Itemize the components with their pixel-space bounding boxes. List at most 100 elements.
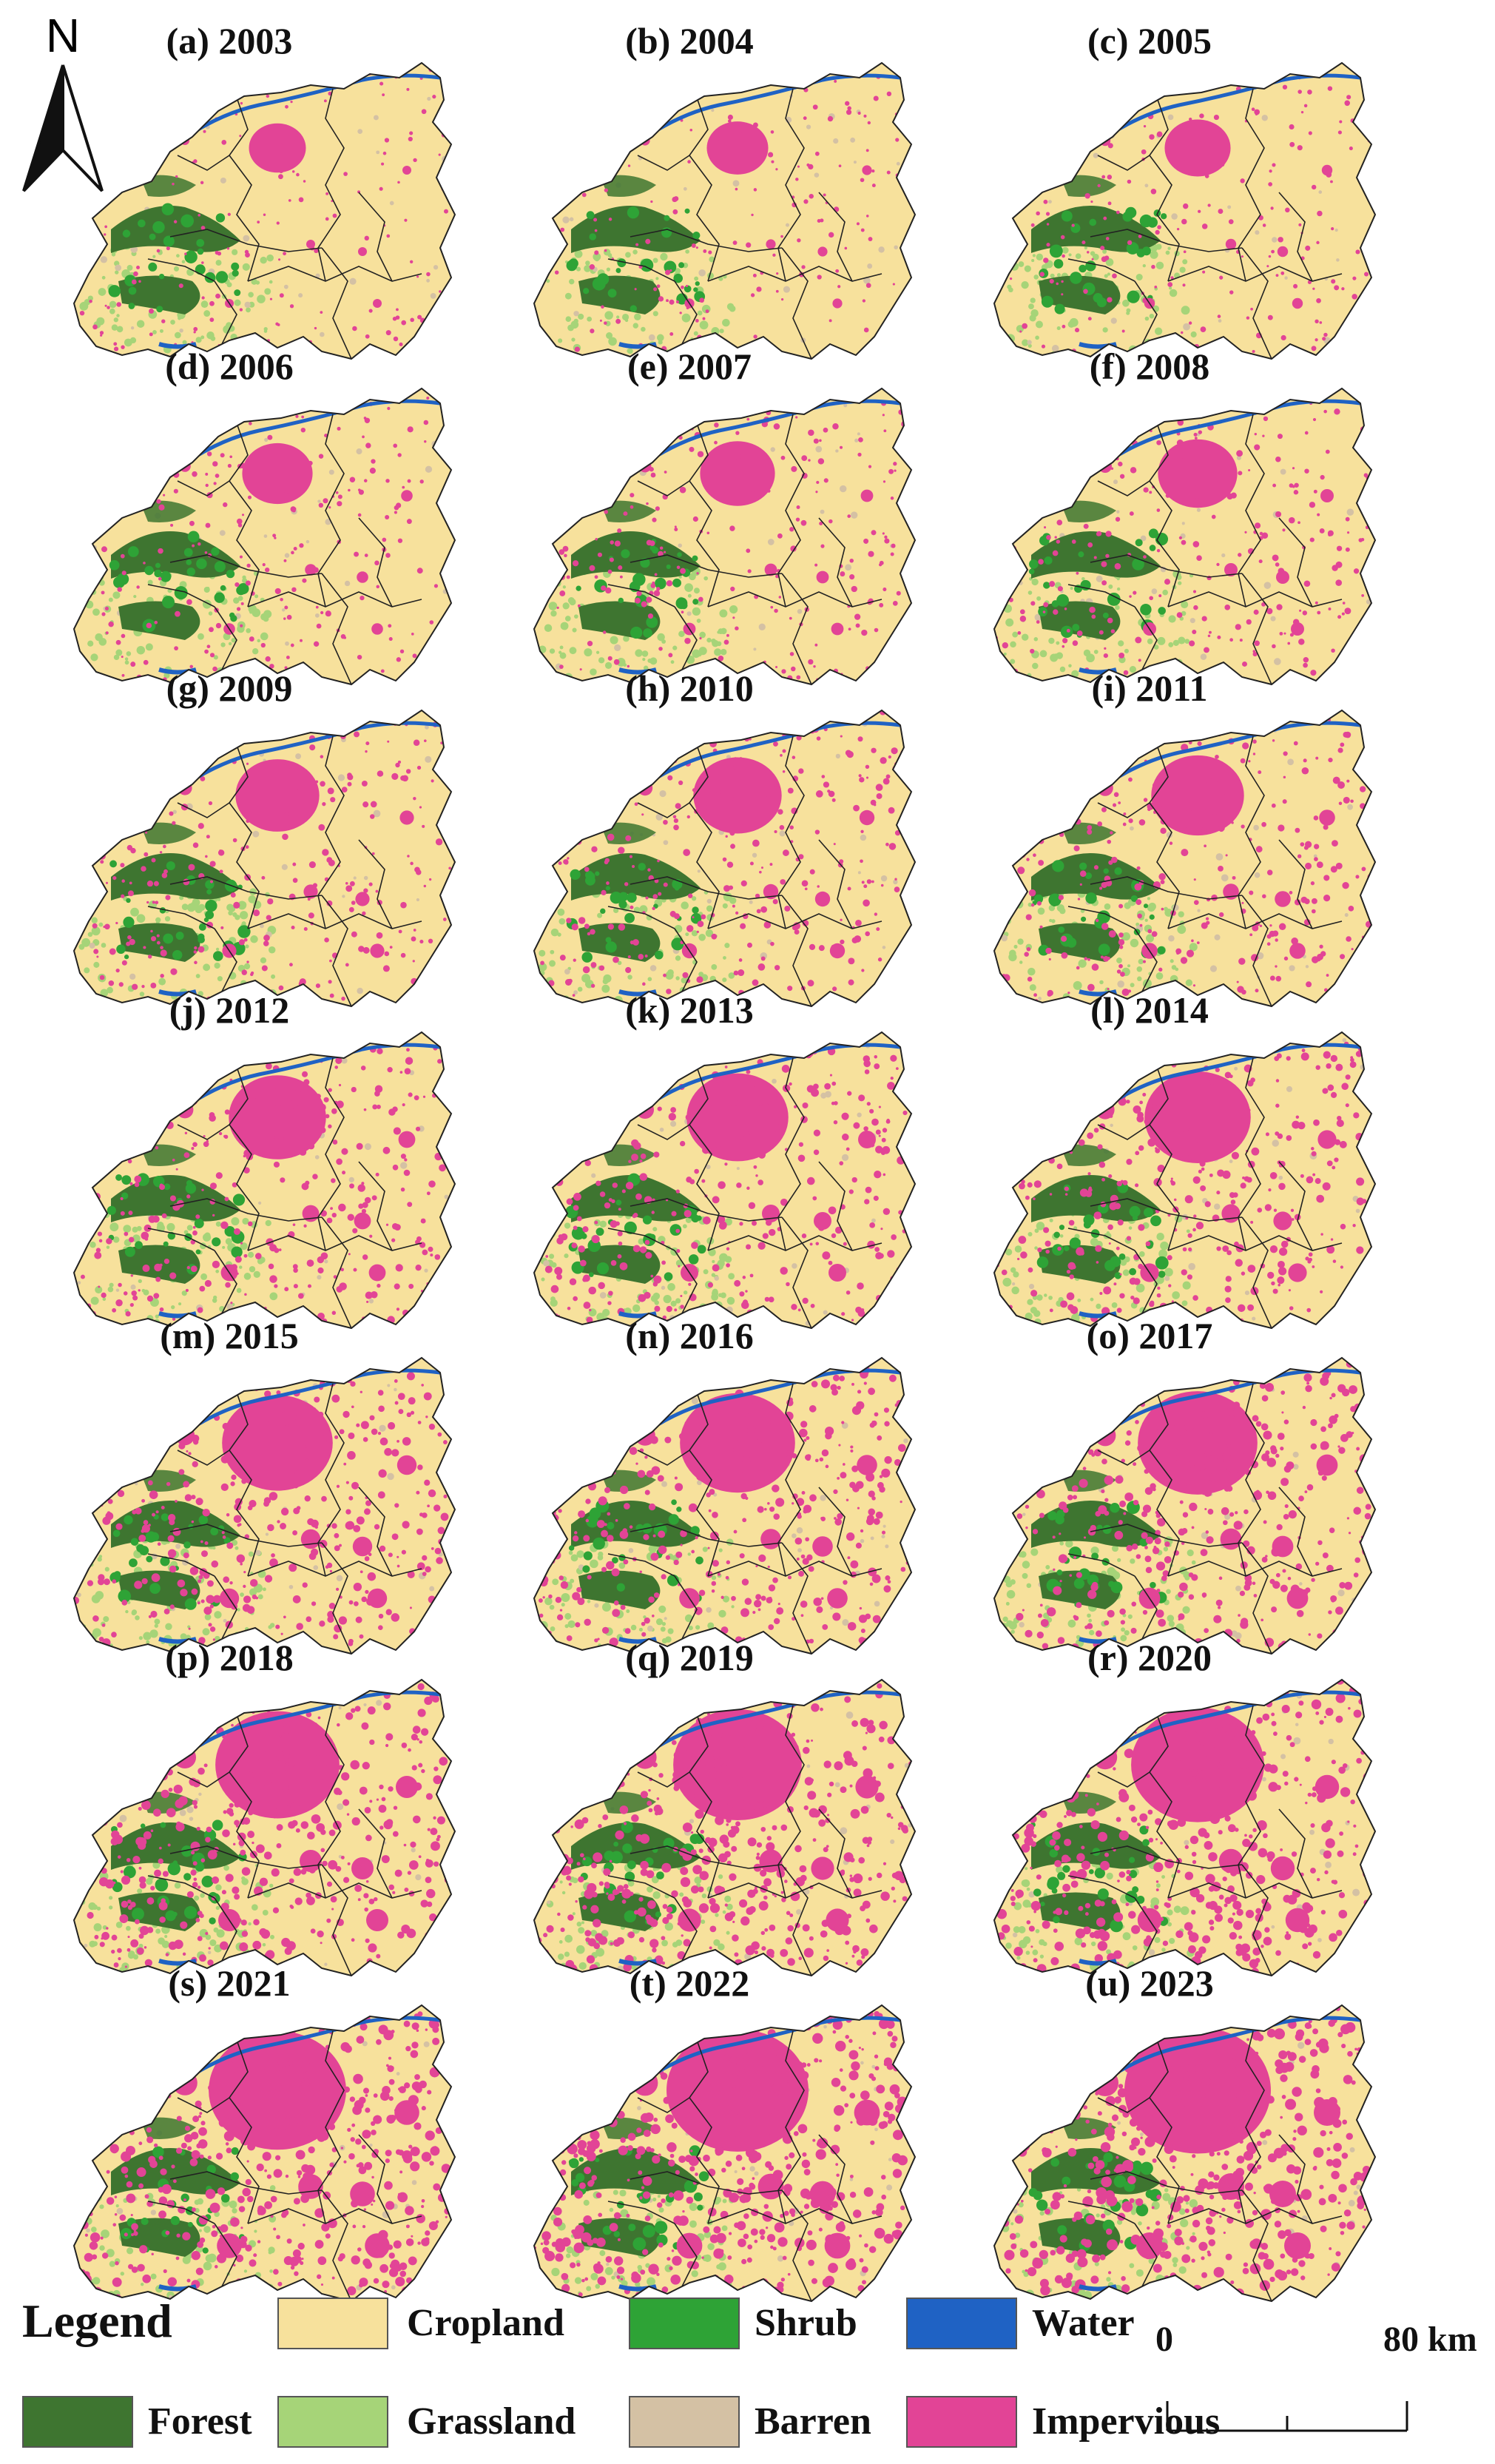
impervious-patch bbox=[905, 819, 908, 823]
impervious-patch bbox=[170, 437, 173, 441]
impervious-patch bbox=[1219, 275, 1224, 280]
impervious-patch bbox=[999, 768, 1002, 771]
impervious-patch bbox=[817, 275, 822, 280]
shrub-patch bbox=[203, 917, 209, 923]
shrub-patch bbox=[121, 1192, 129, 1199]
impervious-patch bbox=[692, 916, 695, 919]
impervious-patch bbox=[408, 136, 413, 142]
impervious-patch bbox=[1258, 559, 1263, 564]
impervious-patch bbox=[813, 438, 819, 444]
impervious-patch bbox=[809, 193, 814, 199]
impervious-patch bbox=[1328, 607, 1332, 610]
impervious-patch bbox=[112, 875, 117, 881]
grassland-patch bbox=[1116, 957, 1122, 963]
impervious-patch bbox=[634, 81, 639, 87]
shrub-patch bbox=[1041, 295, 1053, 308]
impervious-patch bbox=[871, 747, 877, 753]
impervious-patch bbox=[330, 1207, 333, 1211]
impervious-patch bbox=[1268, 255, 1272, 258]
impervious-patch bbox=[838, 164, 842, 168]
town-impervious bbox=[371, 623, 383, 635]
impervious-patch bbox=[673, 824, 679, 831]
impervious-patch bbox=[92, 324, 98, 330]
impervious-patch bbox=[570, 795, 576, 801]
barren-patch bbox=[562, 216, 570, 223]
impervious-patch bbox=[283, 559, 287, 562]
impervious-patch bbox=[756, 286, 762, 292]
barren-patch bbox=[758, 623, 766, 630]
grassland-patch bbox=[1153, 644, 1159, 650]
town-impervious bbox=[1062, 127, 1074, 139]
impervious-patch bbox=[653, 1151, 660, 1158]
shrub-patch bbox=[677, 599, 685, 607]
impervious-patch bbox=[173, 488, 178, 494]
impervious-patch bbox=[871, 169, 875, 173]
impervious-patch bbox=[728, 710, 733, 711]
impervious-patch bbox=[709, 740, 717, 748]
impervious-patch bbox=[1276, 604, 1283, 610]
impervious-patch bbox=[1204, 844, 1207, 848]
barren-patch bbox=[263, 534, 268, 538]
impervious-patch bbox=[265, 1063, 272, 1070]
district-boundary bbox=[630, 554, 783, 578]
impervious-patch bbox=[621, 1189, 626, 1194]
impervious-patch bbox=[1304, 862, 1312, 869]
impervious-patch bbox=[192, 1051, 198, 1057]
impervious-patch bbox=[375, 889, 379, 893]
impervious-patch bbox=[1081, 65, 1087, 70]
impervious-patch bbox=[150, 929, 153, 933]
barren-patch bbox=[317, 1275, 322, 1280]
impervious-patch bbox=[1050, 758, 1053, 761]
impervious-patch bbox=[655, 710, 661, 714]
impervious-patch bbox=[1010, 472, 1016, 479]
impervious-patch bbox=[588, 59, 593, 63]
impervious-patch bbox=[534, 84, 537, 89]
shrub-patch bbox=[618, 900, 627, 909]
grassland-patch bbox=[132, 1226, 138, 1233]
barren-patch bbox=[534, 869, 537, 877]
impervious-patch bbox=[1060, 812, 1064, 816]
barren-patch bbox=[1013, 485, 1019, 492]
impervious-patch bbox=[1019, 330, 1022, 333]
impervious-patch bbox=[1110, 629, 1116, 633]
impervious-patch bbox=[1316, 861, 1323, 869]
impervious-patch bbox=[849, 574, 855, 580]
grassland-patch bbox=[247, 1251, 254, 1258]
grassland-patch bbox=[1164, 906, 1168, 912]
impervious-patch bbox=[79, 310, 85, 316]
barren-patch bbox=[1117, 980, 1125, 988]
impervious-patch bbox=[669, 409, 672, 413]
impervious-patch bbox=[542, 753, 546, 756]
impervious-patch bbox=[387, 740, 390, 743]
impervious-patch bbox=[535, 593, 541, 599]
impervious-patch bbox=[887, 1250, 895, 1258]
barren-patch bbox=[599, 1292, 607, 1299]
grassland-patch bbox=[559, 652, 567, 659]
shrub-patch bbox=[1158, 607, 1167, 615]
impervious-patch bbox=[1025, 833, 1030, 838]
impervious-patch bbox=[371, 1291, 378, 1299]
barren-patch bbox=[363, 875, 368, 881]
impervious-patch bbox=[1258, 770, 1262, 775]
impervious-patch bbox=[158, 504, 165, 511]
impervious-patch bbox=[105, 1044, 112, 1051]
district-boundary bbox=[147, 584, 215, 607]
impervious-patch bbox=[551, 1174, 556, 1179]
impervious-patch bbox=[163, 1258, 170, 1265]
impervious-patch bbox=[634, 467, 638, 471]
impervious-patch bbox=[1141, 149, 1147, 155]
barren-patch bbox=[258, 1201, 262, 1205]
grassland-patch bbox=[1007, 284, 1012, 289]
impervious-patch bbox=[1076, 966, 1080, 970]
district-boundary bbox=[147, 1228, 215, 1251]
impervious-patch bbox=[782, 749, 786, 753]
impervious-patch bbox=[667, 775, 673, 781]
impervious-patch bbox=[254, 717, 261, 723]
impervious-patch bbox=[1116, 969, 1121, 974]
grassland-patch bbox=[712, 1259, 715, 1263]
impervious-patch bbox=[1191, 482, 1196, 488]
grassland-patch bbox=[667, 969, 674, 976]
impervious-patch bbox=[422, 1249, 428, 1256]
impervious-patch bbox=[1124, 745, 1127, 749]
impervious-patch bbox=[417, 314, 422, 320]
